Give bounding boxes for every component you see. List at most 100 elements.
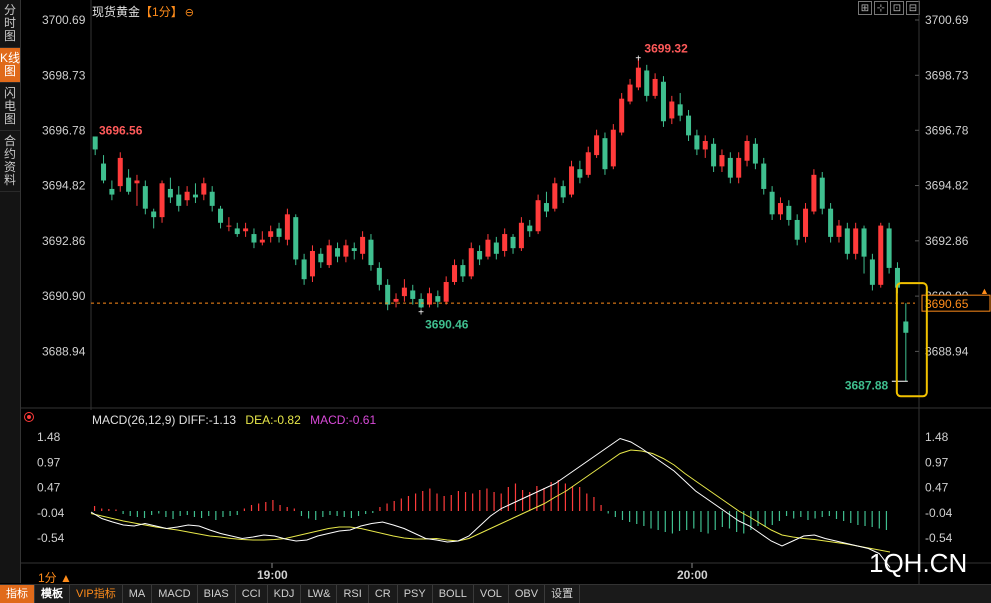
sidebar-tab-0[interactable]: 分时图 — [0, 0, 20, 48]
candle-body — [335, 248, 341, 257]
annotation-high: 3699.32 — [644, 42, 688, 56]
kline-chart[interactable]: 3700.69 3700.69 3698.73 3698.73 3696.78 3696.… — [0, 0, 991, 584]
candle-body — [401, 287, 407, 297]
sidebar-tab-3[interactable]: 合约资料 — [0, 131, 20, 192]
macd-macd-value: MACD:-0.61 — [310, 413, 377, 427]
candle-body — [836, 225, 842, 237]
macd-ytick-right-0: 1.48 — [925, 430, 949, 444]
indicator-tab-14[interactable]: OBV — [509, 585, 546, 603]
sidebar-tab-2[interactable]: 闪电图 — [0, 83, 20, 131]
candle-body — [485, 239, 491, 257]
candle-body — [552, 183, 558, 209]
macd-ytick-left-2: 0.47 — [37, 481, 61, 495]
macd-ytick-right-4: -0.54 — [925, 531, 953, 545]
indicator-tab-2[interactable]: VIP指标 — [70, 585, 123, 603]
kline-ytick-left-3: 3694.82 — [42, 179, 86, 193]
candle-body — [844, 228, 850, 254]
candle-body — [869, 259, 875, 285]
crosshair-icon[interactable]: ⊹ — [874, 1, 888, 15]
candle-body — [243, 228, 249, 232]
candle-body — [184, 191, 190, 201]
candle-body — [786, 205, 792, 220]
macd-diff-value: DIFF:-1.13 — [178, 413, 237, 427]
candle-body — [159, 183, 165, 218]
last-price-label: 3690.65 — [925, 297, 969, 311]
highlight-box — [895, 282, 928, 398]
candle-body — [376, 267, 382, 285]
candle-body — [92, 136, 98, 150]
candle-body — [577, 169, 583, 178]
indicator-tab-7[interactable]: KDJ — [268, 585, 302, 603]
candle-body — [535, 200, 541, 232]
candle-body — [410, 290, 416, 299]
candle-body — [301, 259, 307, 280]
candle-body — [669, 101, 675, 119]
indicator-tab-6[interactable]: CCI — [236, 585, 268, 603]
indicator-tab-1[interactable]: 模板 — [35, 585, 70, 603]
candle-body — [803, 208, 809, 237]
indicator-tab-0[interactable]: 指标 — [0, 585, 35, 603]
candle-body — [151, 211, 157, 218]
candle-body — [819, 177, 825, 209]
candle-body — [126, 177, 132, 192]
candle-body — [117, 157, 123, 187]
indicator-tab-15[interactable]: 设置 — [545, 585, 581, 603]
candle-body — [777, 203, 783, 215]
candle-body — [652, 78, 658, 96]
candle-body — [101, 163, 107, 181]
kline-ytick-left-1: 3698.73 — [42, 68, 86, 82]
candle-body — [543, 203, 549, 212]
annotation-high-marker: + — [635, 54, 641, 65]
candle-body — [736, 157, 742, 178]
candle-body — [527, 225, 533, 232]
candle-body — [619, 98, 625, 133]
macd-settings-icon[interactable] — [24, 412, 34, 422]
expand-icon[interactable]: ⊞ — [858, 1, 872, 15]
candle-body — [761, 163, 767, 189]
period-label[interactable]: 【1分】 — [140, 5, 183, 19]
candle-body — [351, 248, 357, 251]
candle-body — [903, 321, 909, 333]
indicator-tab-11[interactable]: PSY — [398, 585, 433, 603]
candle-body — [493, 242, 499, 254]
candle-body — [719, 155, 725, 167]
macd-ytick-right-2: 0.47 — [925, 481, 949, 495]
indicator-tab-3[interactable]: MA — [123, 585, 153, 603]
annotation-low-last: 3687.88 — [845, 378, 889, 392]
indicator-tab-13[interactable]: VOL — [474, 585, 509, 603]
candle-body — [218, 208, 224, 223]
period-selector[interactable]: 1分 ▲ — [38, 571, 72, 585]
candle-body — [167, 188, 173, 198]
indicator-tab-8[interactable]: LW& — [301, 585, 338, 603]
indicator-tab-10[interactable]: CR — [369, 585, 398, 603]
candle-body — [477, 250, 483, 260]
kline-ytick-right-3: 3694.82 — [925, 179, 969, 193]
sidebar-tab-1[interactable]: K线图 — [0, 48, 20, 83]
candle-body — [594, 135, 600, 156]
macd-header: MACD(26,12,9) DIFF:-1.13 DEA:-0.82 MACD:… — [92, 413, 376, 427]
candle-body — [318, 253, 324, 263]
candle-body — [452, 265, 458, 283]
zoom-icon[interactable]: ⊡ — [890, 1, 904, 15]
candle-body — [560, 186, 566, 198]
candle-body — [569, 166, 575, 195]
indicator-tab-9[interactable]: RSI — [337, 585, 369, 603]
candle-body — [226, 225, 232, 227]
candle-body — [702, 140, 708, 150]
settings-circle-icon[interactable]: ⊖ — [184, 7, 194, 19]
candle-body — [209, 191, 215, 206]
macd-diff-line — [90, 437, 891, 568]
chart-header: 现货黄金【1分】 ⊖ — [92, 3, 194, 20]
indicator-tab-12[interactable]: BOLL — [433, 585, 474, 603]
macd-dea-line — [90, 449, 891, 553]
indicator-tab-5[interactable]: BIAS — [198, 585, 236, 603]
candle-body — [711, 143, 717, 167]
instrument-name: 现货黄金 — [92, 5, 141, 19]
candle-body — [660, 81, 666, 122]
candle-body — [585, 152, 591, 175]
time-tick-0: 19:00 — [257, 568, 288, 582]
indicator-tab-4[interactable]: MACD — [152, 585, 198, 603]
candle-body — [794, 219, 800, 240]
macd-ytick-left-1: 0.97 — [37, 456, 61, 470]
kline-ytick-right-4: 3692.86 — [925, 234, 969, 248]
